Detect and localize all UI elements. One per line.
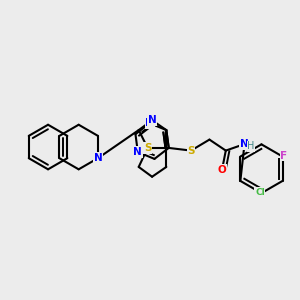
Text: H: H bbox=[248, 141, 255, 152]
Text: N: N bbox=[94, 153, 102, 163]
Text: Cl: Cl bbox=[255, 188, 265, 197]
Text: S: S bbox=[187, 146, 195, 156]
Text: S: S bbox=[144, 143, 152, 153]
Text: N: N bbox=[148, 115, 157, 125]
Text: O: O bbox=[218, 165, 226, 175]
Text: N: N bbox=[134, 147, 142, 157]
Text: N: N bbox=[240, 139, 249, 149]
Text: N: N bbox=[145, 118, 154, 128]
Text: F: F bbox=[280, 151, 288, 160]
